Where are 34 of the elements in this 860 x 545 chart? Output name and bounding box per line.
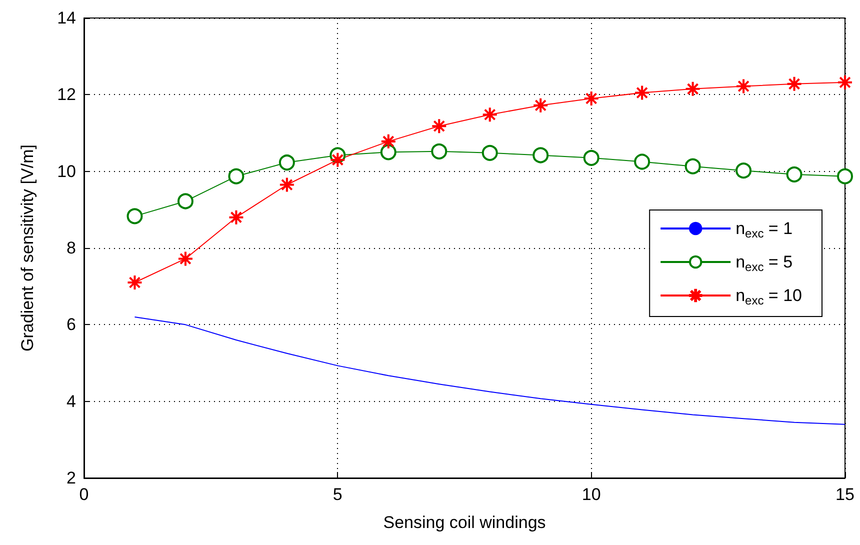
y-tick-label: 14 — [57, 8, 76, 28]
point — [128, 276, 142, 290]
y-tick-label: 10 — [57, 162, 76, 181]
point — [280, 178, 294, 192]
point — [684, 158, 701, 174]
point — [126, 208, 143, 224]
y-tick-label: 2 — [66, 468, 76, 488]
point — [583, 150, 600, 166]
y-tick-label: 6 — [66, 315, 76, 334]
point — [787, 76, 802, 91]
point — [532, 147, 549, 164]
point — [178, 252, 192, 266]
point — [786, 166, 802, 182]
x-tick-label: 5 — [332, 485, 342, 504]
point — [635, 86, 650, 100]
line-series — [134, 316, 846, 425]
point — [482, 144, 498, 161]
point — [380, 144, 396, 160]
point — [228, 168, 244, 184]
point — [431, 143, 448, 160]
point — [837, 168, 853, 184]
point — [278, 154, 295, 171]
point — [634, 154, 650, 170]
x-tick-label: 0 — [79, 485, 89, 504]
y-axis-title: Gradient of sensitivity [V/m] — [18, 144, 37, 352]
y-tick-label: 4 — [66, 392, 76, 411]
x-axis-title: Sensing coil windings — [383, 513, 546, 532]
y-tick-label: 12 — [57, 85, 76, 104]
x-tick-label: 15 — [836, 485, 854, 504]
point — [736, 79, 751, 94]
point — [177, 193, 194, 210]
x-tick-label: 10 — [582, 485, 601, 504]
point — [736, 162, 752, 179]
y-tick-label: 8 — [66, 238, 76, 258]
